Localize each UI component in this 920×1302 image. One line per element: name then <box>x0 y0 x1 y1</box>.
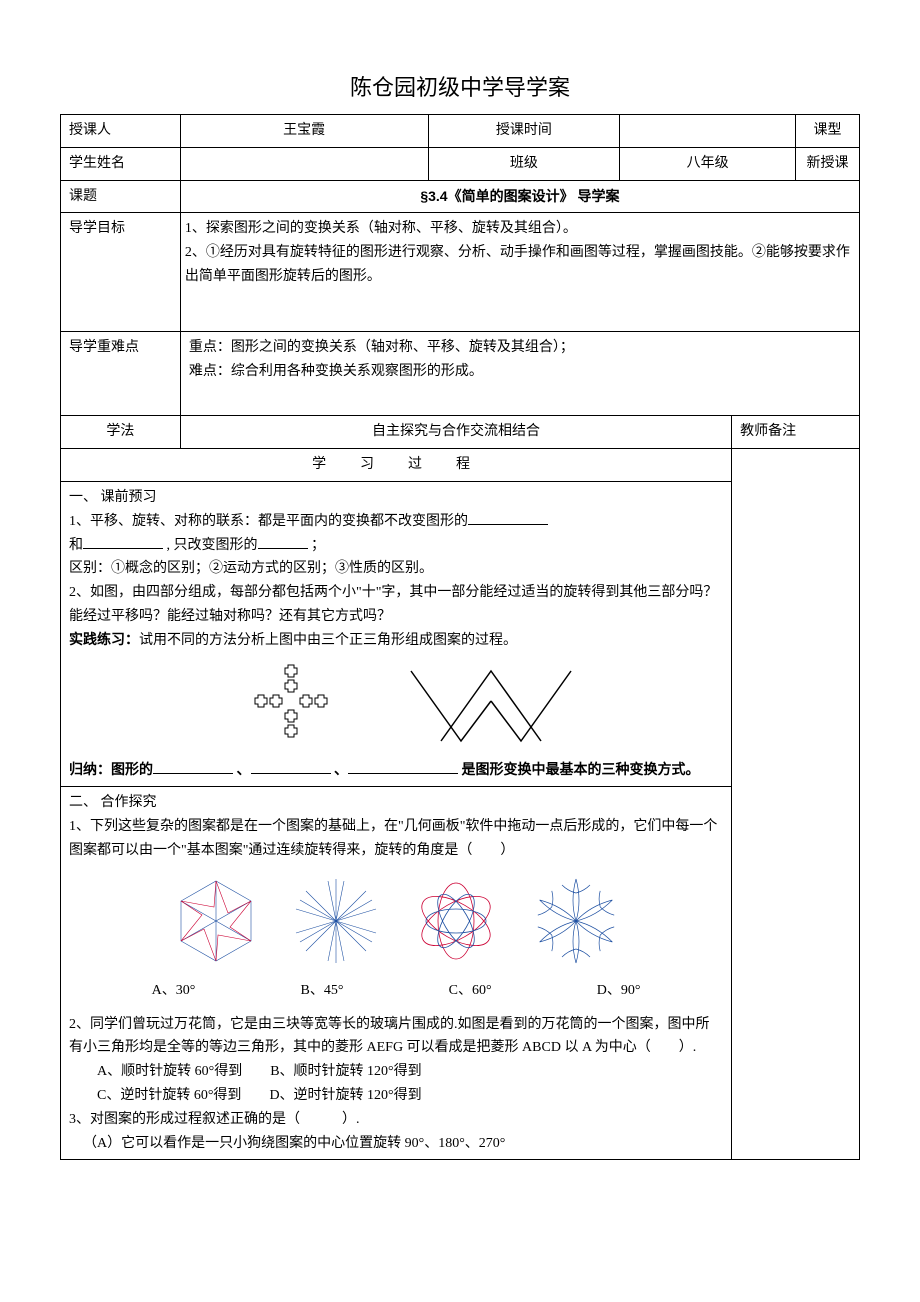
s1-p1-b: 和 <box>69 538 83 553</box>
blank-4[interactable] <box>153 759 233 774</box>
value-topic: §3.4《简单的图案设计》 导学案 <box>180 180 859 213</box>
label-class-type: 课型 <box>796 115 860 148</box>
label-teacher-notes: 教师备注 <box>732 416 860 449</box>
label-method: 学法 <box>61 416 181 449</box>
cross-pattern-icon <box>211 661 371 751</box>
header-row-7: 学 习 过 程 <box>61 449 860 482</box>
summary-end: 是图形变换中最基本的三种变换方式。 <box>462 763 700 778</box>
label-teach-time: 授课时间 <box>428 115 620 148</box>
blank-1[interactable] <box>468 510 548 525</box>
s1-p1-c: , 只改变图形的 <box>167 538 258 553</box>
figure-row-patterns <box>69 871 723 971</box>
summary-sep1: 、 <box>237 763 251 778</box>
blank-2[interactable] <box>83 534 163 549</box>
figure-row-crosses-triangles <box>69 661 723 751</box>
label-classroom: 班级 <box>428 147 620 180</box>
pattern-c-icon <box>406 871 506 971</box>
s1-practice: 实践练习：试用不同的方法分析上图中由三个正三角形组成图案的过程。 <box>69 629 723 653</box>
lesson-table: 授课人 王宝霞 授课时间 课型 学生姓名 班级 八年级 新授课 课题 §3.4《… <box>60 114 860 1160</box>
pattern-b-icon <box>286 871 386 971</box>
value-method: 自主探究与合作交流相结合 <box>180 416 731 449</box>
q1-option-labels: A、30° B、45° C、60° D、90° <box>69 979 723 1003</box>
header-row-1: 授课人 王宝霞 授课时间 课型 <box>61 115 860 148</box>
q2-opt-d[interactable]: D、逆时针旋转 120°得到 <box>269 1088 421 1103</box>
label-goals: 导学目标 <box>61 213 181 332</box>
q2-opt-a[interactable]: A、顺时针旋转 60°得到 <box>97 1064 242 1079</box>
s2-q3: 3、对图案的形成过程叙述正确的是（ ）. <box>69 1108 723 1132</box>
q1-opt-a[interactable]: A、30° <box>152 979 196 1003</box>
section-1-cell: 一、 课前预习 1、平移、旋转、对称的联系：都是平面内的变换都不改变图形的 和 … <box>61 481 732 786</box>
section-2-cell: 二、 合作探究 1、下列这些复杂的图案都是在一个图案的基础上，在"几何画板"软件… <box>61 787 732 1160</box>
s2-q1: 1、下列这些复杂的图案都是在一个图案的基础上，在"几何画板"软件中拖动一点后形成… <box>69 815 723 863</box>
section-2-title: 二、 合作探究 <box>69 791 723 815</box>
s1-p1-a: 1、平移、旋转、对称的联系：都是平面内的变换都不改变图形的 <box>69 514 468 529</box>
practice-label: 实践练习： <box>69 633 139 648</box>
value-student-name <box>180 147 428 180</box>
header-row-4: 导学目标 1、探索图形之间的变换关系（轴对称、平移、旋转及其组合）。 2、①经历… <box>61 213 860 332</box>
value-grade: 八年级 <box>620 147 796 180</box>
s1-p1-d: ； <box>311 538 325 553</box>
label-teacher: 授课人 <box>61 115 181 148</box>
label-topic: 课题 <box>61 180 181 213</box>
three-triangles-icon <box>401 661 581 751</box>
value-keypoints: 重点：图形之间的变换关系（轴对称、平移、旋转及其组合）； 难点：综合利用各种变换… <box>180 332 859 416</box>
summary-label: 归纳：图形的 <box>69 763 153 778</box>
header-row-2: 学生姓名 班级 八年级 新授课 <box>61 147 860 180</box>
q2-opt-c[interactable]: C、逆时针旋转 60°得到 <box>97 1088 241 1103</box>
q1-opt-b[interactable]: B、45° <box>301 979 344 1003</box>
s1-p2: 区别：①概念的区别；②运动方式的区别；③性质的区别。 <box>69 557 723 581</box>
blank-3[interactable] <box>258 534 308 549</box>
pattern-a-icon <box>166 871 266 971</box>
blank-5[interactable] <box>251 759 331 774</box>
pattern-d-icon <box>526 871 626 971</box>
s1-p3: 2、如图，由四部分组成，每部分都包括两个小"十"字，其中一部分能经过适当的旋转得… <box>69 581 723 629</box>
q1-opt-d[interactable]: D、90° <box>597 979 641 1003</box>
q1-opt-c[interactable]: C、60° <box>449 979 492 1003</box>
header-row-5: 导学重难点 重点：图形之间的变换关系（轴对称、平移、旋转及其组合）； 难点：综合… <box>61 332 860 416</box>
q2-options: A、顺时针旋转 60°得到 B、顺时针旋转 120°得到 C、逆时针旋转 60°… <box>97 1060 723 1108</box>
page-title: 陈仓园初级中学导学案 <box>60 70 860 102</box>
s1-p1: 1、平移、旋转、对称的联系：都是平面内的变换都不改变图形的 和 , 只改变图形的… <box>69 510 723 558</box>
q2-opt-b[interactable]: B、顺时针旋转 120°得到 <box>270 1064 421 1079</box>
header-row-3: 课题 §3.4《简单的图案设计》 导学案 <box>61 180 860 213</box>
s2-q3-a[interactable]: （A）它可以看作是一只小狗绕图案的中心位置旋转 90°、180°、270° <box>83 1132 723 1156</box>
summary-sep2: 、 <box>334 763 348 778</box>
value-teach-time <box>620 115 796 148</box>
s1-summary: 归纳：图形的 、 、 是图形变换中最基本的三种变换方式。 <box>69 759 723 783</box>
label-keypoints: 导学重难点 <box>61 332 181 416</box>
s2-q2: 2、同学们曾玩过万花筒，它是由三块等宽等长的玻璃片围成的.如图是看到的万花筒的一… <box>69 1013 723 1061</box>
value-class-type: 新授课 <box>796 147 860 180</box>
teacher-notes-area <box>732 449 860 1160</box>
label-process: 学 习 过 程 <box>61 449 732 482</box>
value-goals: 1、探索图形之间的变换关系（轴对称、平移、旋转及其组合）。 2、①经历对具有旋转… <box>180 213 859 332</box>
blank-6[interactable] <box>348 759 458 774</box>
practice-text: 试用不同的方法分析上图中由三个正三角形组成图案的过程。 <box>139 633 517 648</box>
section-1-title: 一、 课前预习 <box>69 486 723 510</box>
label-student-name: 学生姓名 <box>61 147 181 180</box>
value-teacher: 王宝霞 <box>180 115 428 148</box>
header-row-6: 学法 自主探究与合作交流相结合 教师备注 <box>61 416 860 449</box>
